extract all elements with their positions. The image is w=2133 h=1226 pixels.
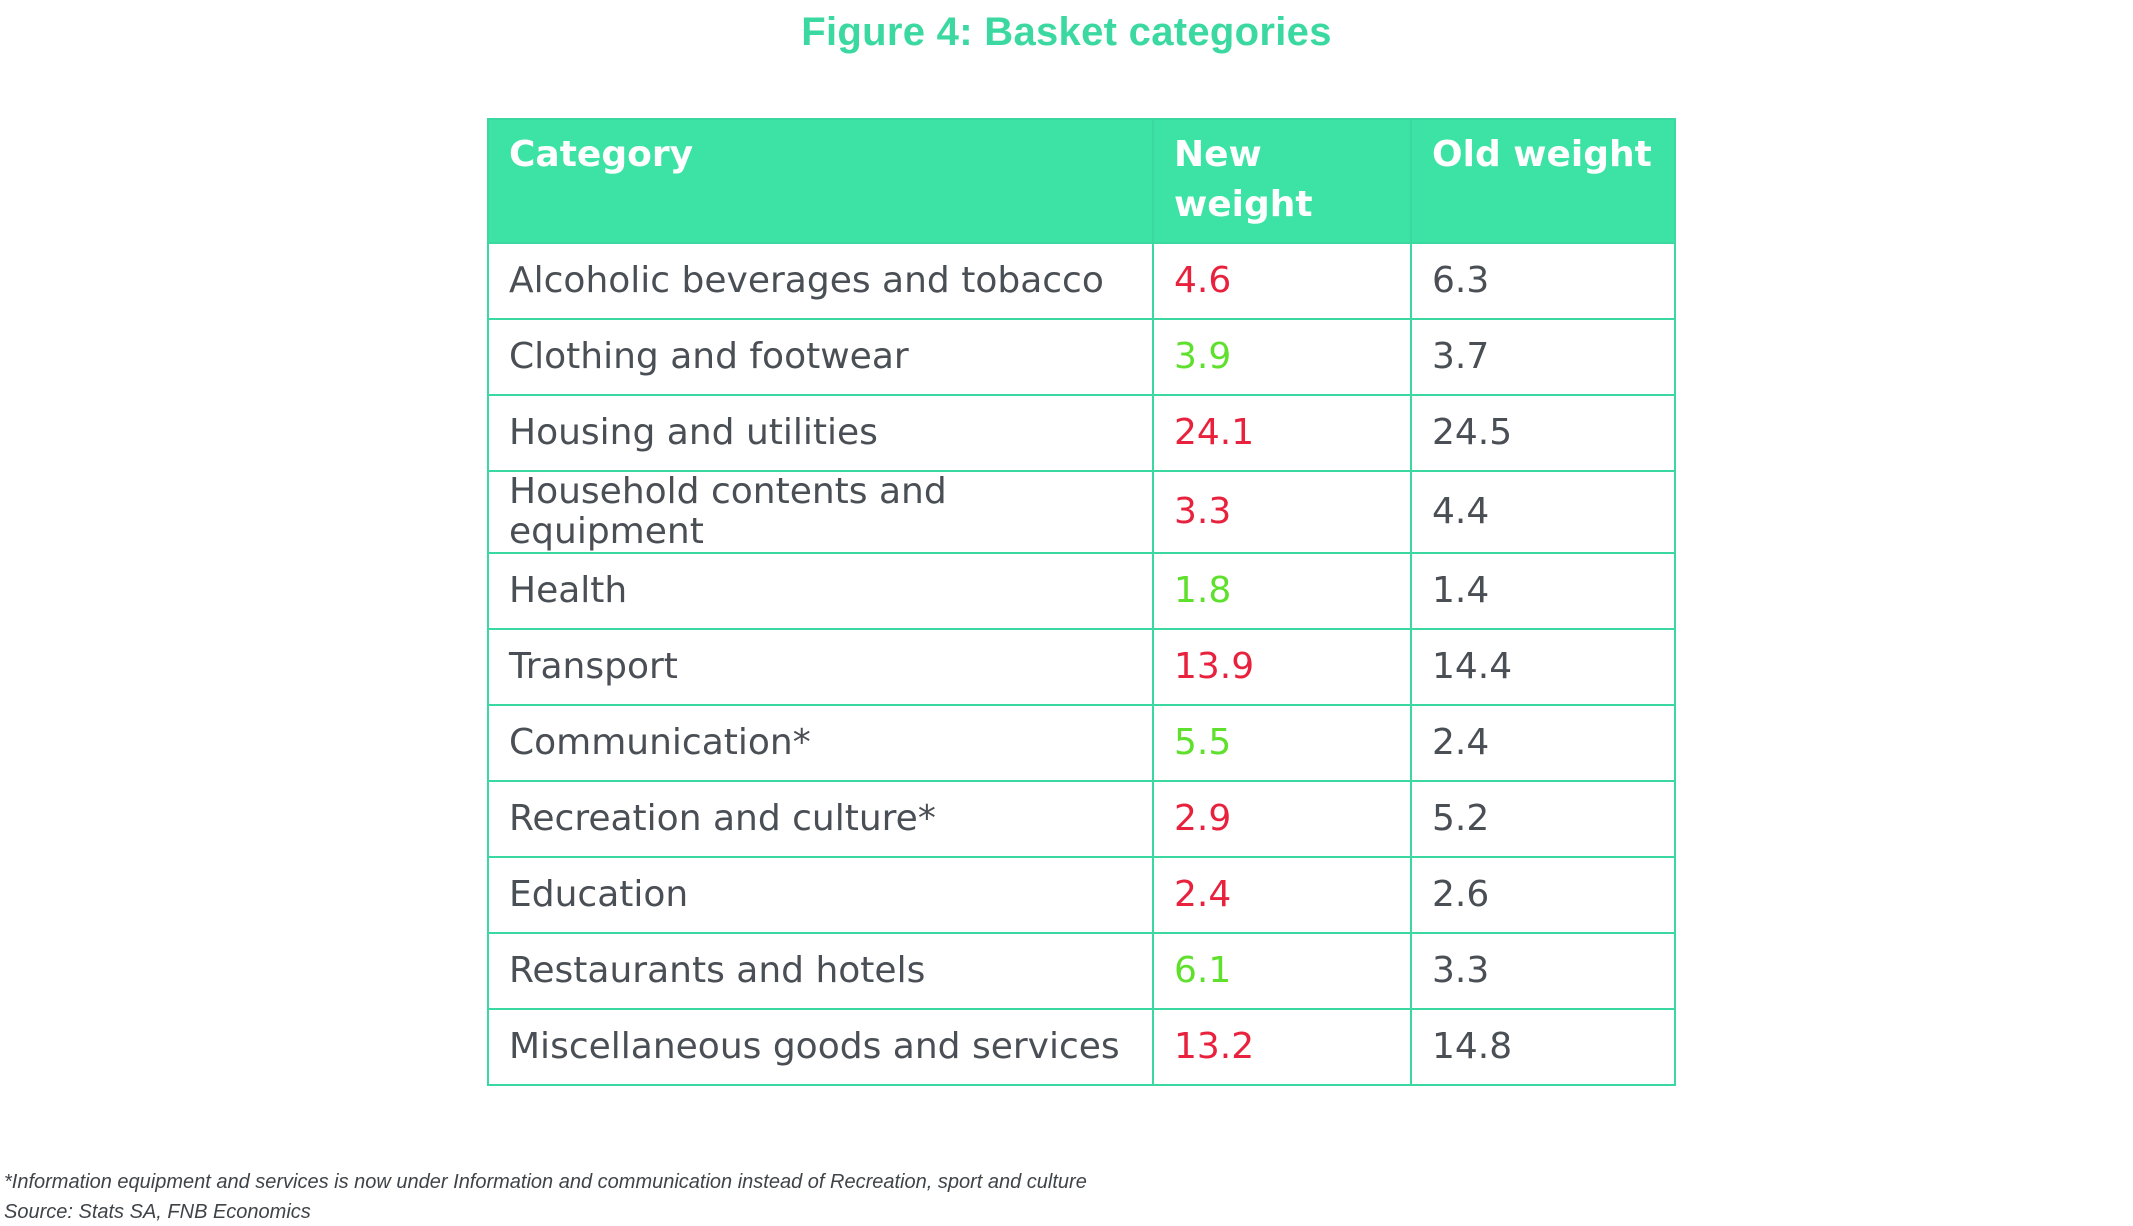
category-cell: Alcoholic beverages and tobacco: [487, 242, 1154, 320]
header-category: Category: [487, 118, 1154, 244]
footnote: *Information equipment and services is n…: [4, 1171, 1087, 1193]
category-cell: Transport: [487, 628, 1154, 706]
table-body: Alcoholic beverages and tobacco 4.6 6.3 Clo…: [487, 242, 1676, 1086]
new-weight-cell: 13.9: [1152, 628, 1412, 706]
new-weight-cell: 13.2: [1152, 1008, 1412, 1086]
table-row: Communication* 5.5 2.4: [487, 704, 1676, 782]
table-row: Transport 13.9 14.4: [487, 628, 1676, 706]
header-old-weight: Old weight: [1410, 118, 1676, 244]
category-cell: Communication*: [487, 704, 1154, 782]
table-row: Restaurants and hotels 6.1 3.3: [487, 932, 1676, 1010]
old-weight-cell: 2.4: [1410, 704, 1676, 782]
basket-table: Category New weight Old weight Alcoholic…: [487, 118, 1676, 1086]
old-weight-cell: 1.4: [1410, 552, 1676, 630]
new-weight-cell: 4.6: [1152, 242, 1412, 320]
category-cell: Health: [487, 552, 1154, 630]
new-weight-cell: 3.3: [1152, 470, 1412, 554]
table-row: Clothing and footwear 3.9 3.7: [487, 318, 1676, 396]
table-header: Category New weight Old weight: [487, 118, 1676, 244]
header-row: Category New weight Old weight: [487, 118, 1676, 244]
category-cell: Recreation and culture*: [487, 780, 1154, 858]
table-row: Recreation and culture* 2.9 5.2: [487, 780, 1676, 858]
old-weight-cell: 3.3: [1410, 932, 1676, 1010]
table-row: Housing and utilities 24.1 24.5: [487, 394, 1676, 472]
new-weight-cell: 2.4: [1152, 856, 1412, 934]
old-weight-cell: 14.8: [1410, 1008, 1676, 1086]
old-weight-cell: 3.7: [1410, 318, 1676, 396]
old-weight-cell: 6.3: [1410, 242, 1676, 320]
new-weight-cell: 3.9: [1152, 318, 1412, 396]
category-cell: Restaurants and hotels: [487, 932, 1154, 1010]
new-weight-cell: 1.8: [1152, 552, 1412, 630]
figure-title: Figure 4: Basket categories: [801, 10, 1332, 54]
category-cell: Education: [487, 856, 1154, 934]
category-cell: Housing and utilities: [487, 394, 1154, 472]
header-new-weight: New weight: [1152, 118, 1412, 244]
new-weight-cell: 2.9: [1152, 780, 1412, 858]
old-weight-cell: 14.4: [1410, 628, 1676, 706]
old-weight-cell: 5.2: [1410, 780, 1676, 858]
table-row: Miscellaneous goods and services 13.2 14.8: [487, 1008, 1676, 1086]
table-row: Health 1.8 1.4: [487, 552, 1676, 630]
new-weight-cell: 5.5: [1152, 704, 1412, 782]
category-cell: Clothing and footwear: [487, 318, 1154, 396]
old-weight-cell: 24.5: [1410, 394, 1676, 472]
old-weight-cell: 4.4: [1410, 470, 1676, 554]
new-weight-cell: 24.1: [1152, 394, 1412, 472]
category-cell: Household contents and equipment: [487, 470, 1154, 554]
table-row: Household contents and equipment 3.3 4.4: [487, 470, 1676, 554]
old-weight-cell: 2.6: [1410, 856, 1676, 934]
new-weight-cell: 6.1: [1152, 932, 1412, 1010]
table-row: Education 2.4 2.6: [487, 856, 1676, 934]
table-row: Alcoholic beverages and tobacco 4.6 6.3: [487, 242, 1676, 320]
category-cell: Miscellaneous goods and services: [487, 1008, 1154, 1086]
source-note: Source: Stats SA, FNB Economics: [4, 1201, 311, 1223]
